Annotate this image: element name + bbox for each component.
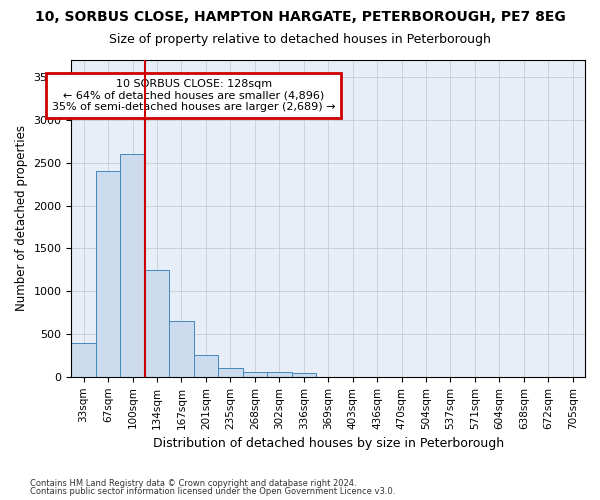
- Bar: [145, 270, 169, 377]
- Text: Contains public sector information licensed under the Open Government Licence v3: Contains public sector information licen…: [30, 487, 395, 496]
- X-axis label: Distribution of detached houses by size in Peterborough: Distribution of detached houses by size …: [152, 437, 504, 450]
- Bar: [242, 372, 267, 377]
- Bar: [194, 354, 218, 377]
- Bar: [267, 372, 292, 377]
- Bar: [71, 342, 96, 377]
- Text: Contains HM Land Registry data © Crown copyright and database right 2024.: Contains HM Land Registry data © Crown c…: [30, 478, 356, 488]
- Bar: [218, 368, 242, 377]
- Text: 10, SORBUS CLOSE, HAMPTON HARGATE, PETERBOROUGH, PE7 8EG: 10, SORBUS CLOSE, HAMPTON HARGATE, PETER…: [35, 10, 565, 24]
- Bar: [169, 321, 194, 377]
- Text: 10 SORBUS CLOSE: 128sqm
← 64% of detached houses are smaller (4,896)
35% of semi: 10 SORBUS CLOSE: 128sqm ← 64% of detache…: [52, 79, 335, 112]
- Bar: [292, 374, 316, 377]
- Text: Size of property relative to detached houses in Peterborough: Size of property relative to detached ho…: [109, 32, 491, 46]
- Bar: [121, 154, 145, 377]
- Bar: [96, 172, 121, 377]
- Y-axis label: Number of detached properties: Number of detached properties: [15, 126, 28, 312]
